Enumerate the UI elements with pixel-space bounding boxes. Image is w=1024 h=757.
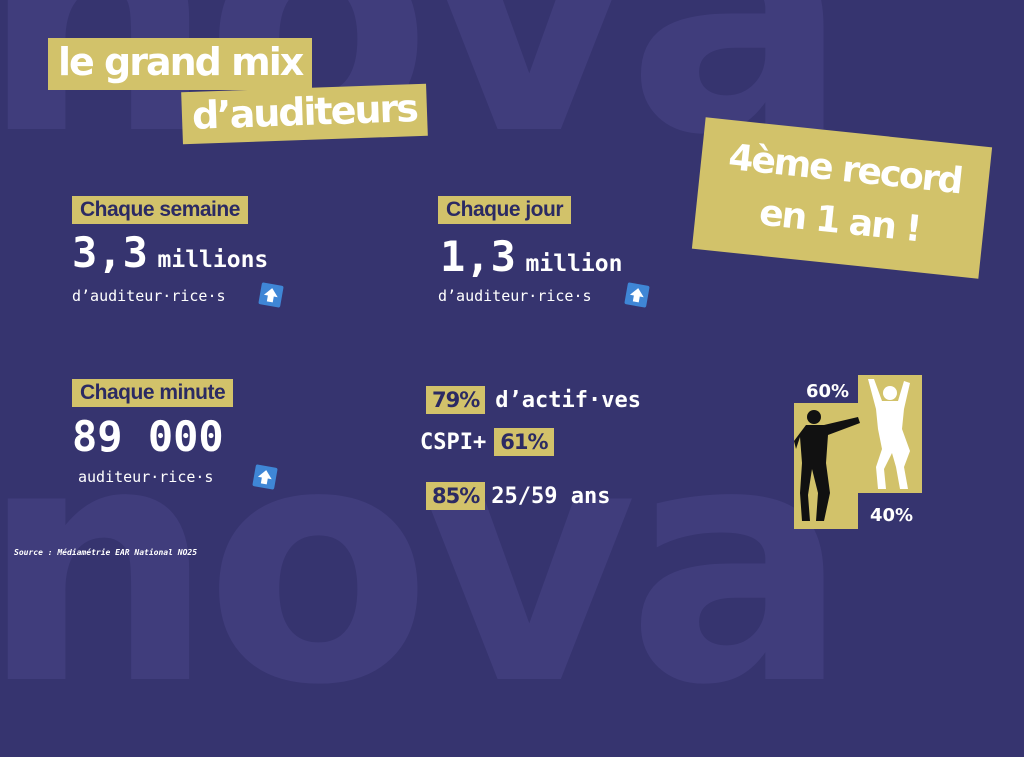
source-note: Source : Médiamétrie EAR National NO25 (14, 548, 198, 557)
stat-age: 85% 25/59 ans (426, 482, 610, 510)
weekly-label: Chaque semaine (72, 196, 248, 224)
stat-cspi-pct: 61% (494, 428, 554, 456)
stat-cspi: CSPI+ 61% (420, 428, 554, 456)
weekly-sub: d’auditeur·rice·s (72, 287, 226, 305)
men-pct: 60% (806, 381, 850, 402)
up-arrow-icon (252, 464, 278, 490)
woman-dancer-icon (868, 379, 910, 489)
stat-cspi-text: CSPI+ (420, 429, 487, 455)
stat-age-text: 25/59 ans (491, 483, 611, 509)
man-dancer-icon (794, 410, 860, 521)
stat-actifs-pct: 79% (426, 386, 486, 414)
minute-label: Chaque minute (72, 379, 234, 407)
daily-value: 1,3 (440, 232, 516, 281)
stat-age-pct: 85% (426, 482, 486, 510)
minute-figure: 89 000 (72, 412, 224, 461)
up-arrow-icon (624, 282, 650, 308)
gender-split: 60% 40% (794, 375, 922, 529)
page-title-line1: le grand mix (48, 38, 313, 90)
minute-value: 89 000 (72, 412, 224, 461)
weekly-figure: 3,3 millions (72, 228, 268, 277)
weekly-unit: millions (157, 247, 269, 273)
weekly-value: 3,3 (72, 228, 148, 277)
minute-sub: auditeur·rice·s (78, 468, 214, 486)
stat-actifs: 79% d’actif·ves (426, 386, 641, 414)
women-pct: 40% (870, 505, 914, 526)
daily-label: Chaque jour (438, 196, 572, 224)
daily-figure: 1,3 million (440, 232, 622, 281)
up-arrow-icon (258, 282, 284, 308)
daily-unit: million (525, 251, 623, 277)
page-title-line2: d’auditeurs (181, 83, 428, 145)
stat-actifs-text: d’actif·ves (495, 387, 641, 413)
daily-sub: d’auditeur·rice·s (438, 287, 592, 305)
record-badge: 4ème record en 1 an ! (691, 117, 993, 279)
